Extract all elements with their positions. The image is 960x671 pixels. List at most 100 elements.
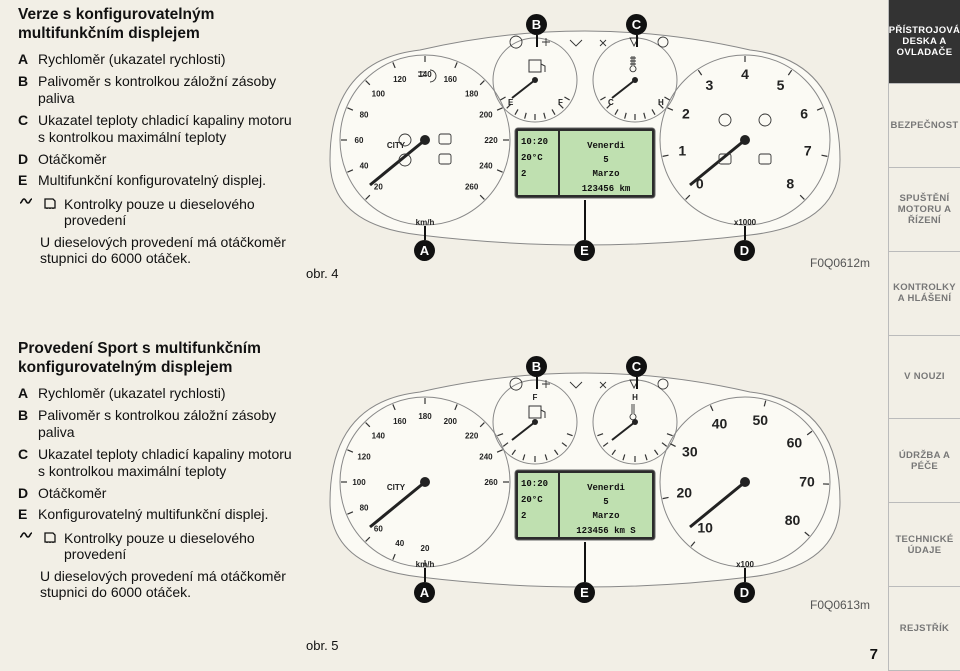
svg-text:10: 10 [697, 519, 713, 535]
svg-text:50: 50 [753, 412, 769, 428]
instrument-cluster-bottom: 20406080100120140160180200220240260 1020… [310, 362, 860, 607]
item-C: Ukazatel teploty chladicí kapaliny motor… [38, 112, 293, 147]
svg-text:30: 30 [682, 444, 698, 460]
svg-text:2: 2 [521, 511, 526, 521]
section-bottom: Provedení Sport s multifunkčním konfigur… [18, 340, 293, 600]
svg-text:100: 100 [352, 478, 366, 487]
fig5-label: obr. 5 [306, 638, 339, 653]
fig4-label: obr. 4 [306, 266, 339, 281]
svg-text:20: 20 [676, 484, 692, 500]
tab-3[interactable]: KONTROLKY A HLÁŠENÍ [888, 252, 960, 336]
svg-text:200: 200 [479, 111, 493, 120]
diesel-note-bottom: Kontrolky pouze u dieselového provedení [18, 530, 293, 562]
item-E: Multifunkční konfigurovatelný displej. [38, 172, 293, 190]
svg-text:20°C: 20°C [521, 153, 543, 163]
svg-text:260: 260 [484, 478, 498, 487]
sub-note-top: U dieselových provedení má otáčkoměr stu… [40, 234, 293, 266]
section-top-list: ARychloměr (ukazatel rychlosti) BPalivom… [18, 51, 293, 190]
glow-plug-icon [18, 530, 36, 544]
svg-text:200: 200 [444, 417, 458, 426]
svg-text:5: 5 [777, 77, 785, 93]
svg-text:E: E [508, 98, 514, 107]
svg-text:5: 5 [603, 155, 608, 165]
svg-text:20: 20 [374, 183, 383, 192]
svg-text:123456 km: 123456 km [582, 184, 631, 194]
svg-text:240: 240 [479, 161, 493, 170]
svg-text:120: 120 [393, 75, 407, 84]
tab-5[interactable]: ÚDRŽBA A PÉČE [888, 419, 960, 503]
item-D: Otáčkoměr [38, 151, 293, 169]
tab-7[interactable]: REJSTŘÍK [888, 587, 960, 671]
svg-text:260: 260 [465, 183, 479, 192]
side-tabs: PŘÍSTROJOVÁ DESKA A OVLADAČE BEZPEČNOST … [888, 0, 960, 671]
water-in-fuel-icon [42, 196, 58, 210]
svg-text:C: C [608, 98, 614, 107]
svg-text:1: 1 [678, 142, 686, 158]
svg-text:20°C: 20°C [521, 495, 543, 505]
svg-text:4: 4 [741, 66, 749, 82]
marker-E: E [574, 240, 595, 261]
itemb-C: Ukazatel teploty chladicí kapaliny motor… [38, 446, 293, 481]
marker-D: D [734, 240, 755, 261]
section-bottom-title: Provedení Sport s multifunkčním konfigur… [18, 340, 293, 377]
marker2-A: A [414, 582, 435, 603]
item-A: Rychloměr (ukazatel rychlosti) [38, 51, 293, 69]
svg-text:220: 220 [484, 136, 498, 145]
svg-text:220: 220 [465, 431, 479, 440]
svg-text:3: 3 [706, 77, 714, 93]
itemb-A: Rychloměr (ukazatel rychlosti) [38, 385, 293, 403]
tab-4[interactable]: V NOUZI [888, 336, 960, 420]
diesel-note-top: Kontrolky pouze u dieselového provedení [18, 196, 293, 228]
svg-text:40: 40 [395, 539, 404, 548]
svg-text:80: 80 [360, 503, 369, 512]
svg-text:160: 160 [393, 417, 407, 426]
svg-text:123456 km S: 123456 km S [576, 526, 636, 536]
marker2-B: B [526, 356, 547, 377]
marker-A: A [414, 240, 435, 261]
fig4-code: F0Q0612m [810, 256, 870, 270]
tab-6[interactable]: TECHNICKÉ ÚDAJE [888, 503, 960, 587]
svg-text:180: 180 [418, 412, 432, 421]
marker2-D: D [734, 582, 755, 603]
svg-text:10:20: 10:20 [521, 137, 548, 147]
svg-text:H: H [658, 98, 664, 107]
svg-text:F: F [533, 393, 538, 402]
svg-text:20: 20 [421, 544, 430, 553]
svg-text:60: 60 [355, 136, 364, 145]
svg-text:Marzo: Marzo [592, 511, 619, 521]
water-in-fuel-icon [42, 530, 58, 544]
svg-text:H: H [632, 393, 638, 402]
svg-text:Marzo: Marzo [592, 169, 619, 179]
section-top: Verze s konfigurovatelným multifunkčním … [18, 6, 293, 266]
svg-text:180: 180 [465, 89, 479, 98]
svg-text:40: 40 [360, 161, 369, 170]
svg-text:70: 70 [799, 474, 815, 490]
section-top-title: Verze s konfigurovatelným multifunkčním … [18, 6, 293, 43]
item-B: Palivoměr s kontrolkou záložní zásoby pa… [38, 73, 293, 108]
svg-text:240: 240 [479, 453, 493, 462]
tab-0[interactable]: PŘÍSTROJOVÁ DESKA A OVLADAČE [888, 0, 960, 84]
page-number: 7 [870, 646, 878, 663]
svg-text:8: 8 [786, 175, 794, 191]
svg-text:140: 140 [372, 431, 386, 440]
svg-text:Venerdi: Venerdi [587, 483, 625, 493]
svg-text:80: 80 [360, 111, 369, 120]
svg-text:140: 140 [418, 70, 432, 79]
marker2-E: E [574, 582, 595, 603]
diesel-note-bottom-text: Kontrolky pouze u dieselového provedení [64, 530, 293, 562]
itemb-B: Palivoměr s kontrolkou záložní zásoby pa… [38, 407, 293, 442]
svg-text:2: 2 [682, 106, 690, 122]
svg-text:2: 2 [521, 169, 526, 179]
section-bottom-list: ARychloměr (ukazatel rychlosti) BPalivom… [18, 385, 293, 524]
itemb-E: Konfigurovatelný multifunkční displej. [38, 506, 293, 524]
tab-2[interactable]: SPUŠTĚNÍ MOTORU A ŘÍZENÍ [888, 168, 960, 252]
itemb-D: Otáčkoměr [38, 485, 293, 503]
svg-text:10:20: 10:20 [521, 479, 548, 489]
fig5-code: F0Q0613m [810, 598, 870, 612]
svg-text:5: 5 [603, 497, 608, 507]
svg-text:CITY: CITY [387, 483, 406, 492]
tab-1[interactable]: BEZPEČNOST [888, 84, 960, 168]
svg-text:7: 7 [804, 142, 812, 158]
svg-text:Venerdi: Venerdi [587, 141, 625, 151]
sub-note-bottom: U dieselových provedení má otáčkoměr stu… [40, 568, 293, 600]
